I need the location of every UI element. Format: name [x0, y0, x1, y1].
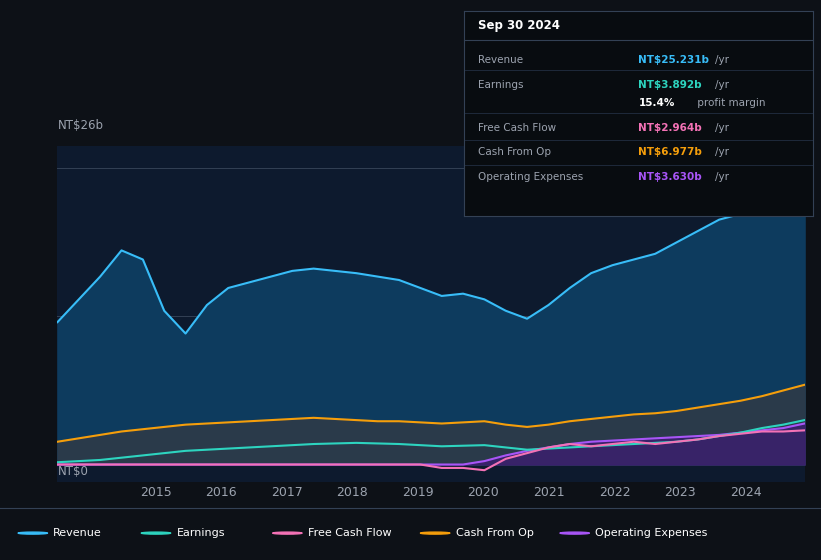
Text: Cash From Op: Cash From Op [456, 528, 534, 538]
Circle shape [141, 532, 171, 534]
Circle shape [18, 532, 48, 534]
Text: NT$25.231b: NT$25.231b [639, 55, 709, 66]
Text: /yr: /yr [715, 147, 729, 157]
Text: NT$26b: NT$26b [57, 119, 103, 132]
Text: /yr: /yr [715, 80, 729, 90]
Text: Sep 30 2024: Sep 30 2024 [478, 19, 560, 32]
Text: NT$6.977b: NT$6.977b [639, 147, 702, 157]
Text: Revenue: Revenue [478, 55, 523, 66]
Text: Earnings: Earnings [177, 528, 225, 538]
Text: Cash From Op: Cash From Op [478, 147, 551, 157]
Circle shape [420, 532, 450, 534]
Text: NT$0: NT$0 [57, 465, 89, 478]
Text: NT$2.964b: NT$2.964b [639, 123, 702, 133]
Text: Free Cash Flow: Free Cash Flow [478, 123, 556, 133]
Text: /yr: /yr [715, 172, 729, 182]
Text: NT$3.630b: NT$3.630b [639, 172, 702, 182]
Circle shape [560, 532, 589, 534]
Text: Operating Expenses: Operating Expenses [595, 528, 708, 538]
Text: /yr: /yr [715, 55, 729, 66]
Text: Revenue: Revenue [53, 528, 102, 538]
Text: 15.4%: 15.4% [639, 98, 675, 108]
Text: profit margin: profit margin [695, 98, 766, 108]
Text: Operating Expenses: Operating Expenses [478, 172, 583, 182]
Text: Free Cash Flow: Free Cash Flow [308, 528, 392, 538]
Text: NT$3.892b: NT$3.892b [639, 80, 702, 90]
Text: Earnings: Earnings [478, 80, 523, 90]
Text: /yr: /yr [715, 123, 729, 133]
Circle shape [273, 532, 302, 534]
